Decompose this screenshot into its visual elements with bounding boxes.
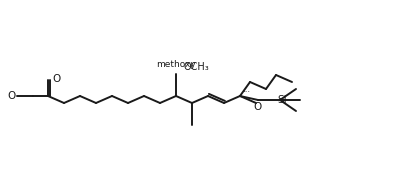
Text: methoxy: methoxy [156,60,195,70]
Text: ···: ··· [241,89,249,98]
Text: Si: Si [277,95,286,105]
Text: O: O [53,74,61,84]
Text: O: O [253,102,261,112]
Text: OCH₃: OCH₃ [184,62,209,72]
Text: O: O [8,91,16,101]
